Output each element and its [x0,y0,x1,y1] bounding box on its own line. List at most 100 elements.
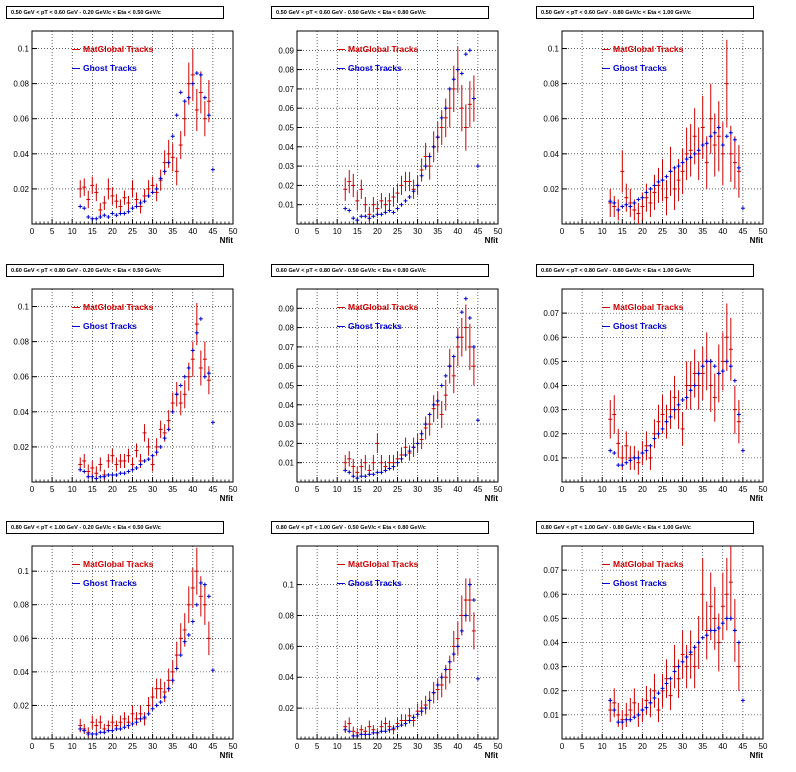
legend-marker-icon [337,583,345,585]
legend-label: Ghost Tracks [83,321,137,331]
matglobal-point [648,445,653,470]
ghost-point [648,443,653,448]
ghost-point [82,728,87,733]
ghost-point [78,204,83,209]
matglobal-point [447,88,452,128]
matglobal-point [451,358,456,394]
ghost-point [660,178,665,183]
y-tick-label: 0.04 [543,382,559,391]
ghost-point [90,731,95,736]
matglobal-point [423,695,428,715]
matglobal-point [150,457,155,472]
x-tick-label: 45 [208,485,217,494]
x-tick-label: 30 [413,227,422,236]
ghost-point [435,135,440,140]
ghost-point [708,359,713,364]
x-tick-label: 35 [698,227,707,236]
ghost-point [178,653,183,658]
ghost-point [138,716,143,721]
legend-label: Ghost Tracks [613,321,667,331]
x-tick-label: 20 [638,227,647,236]
matglobal-point [126,448,131,463]
x-tick-label: 15 [353,485,362,494]
ghost-point [82,206,87,211]
x-tick-label: 50 [229,485,238,494]
matglobal-point [696,361,701,410]
matglobal-point [371,454,376,471]
ghost-point [355,733,360,738]
ghost-point [455,335,460,340]
ghost-point [347,470,352,475]
legend-marker-icon [337,326,345,328]
ghost-point [154,186,159,191]
ghost-point [355,476,360,481]
legend-marker-icon [72,307,80,309]
legend-marker-icon [337,49,345,51]
ghost-point [632,715,637,720]
ghost-point [395,460,400,465]
y-tick-label: 0.09 [278,304,294,313]
chart-panel-1: 0 5 10 15 20 25 30 35 40 45 50 0.02 0.04 0.06 0.08 0.1 N… [0,0,265,257]
y-tick-label: 0.07 [278,343,294,352]
ghost-point [652,695,657,700]
x-tick-label: 15 [618,485,627,494]
y-tick-label: 0.05 [278,382,294,391]
y-tick-label: 0.07 [543,566,559,575]
ghost-point [716,371,721,376]
x-tick-label: 35 [698,742,707,751]
ghost-point [202,95,207,100]
matglobal-point [676,390,681,429]
x-tick-label: 25 [393,742,402,751]
y-tick-label: 0.1 [18,303,30,312]
ghost-point [206,594,211,599]
ghost-point [78,467,83,472]
y-tick-label: 0.04 [13,668,29,677]
x-tick-label: 25 [393,485,402,494]
x-tick-label: 0 [560,485,565,494]
ghost-point [142,458,147,463]
ghost-point [463,52,468,57]
matglobal-point [158,678,163,699]
y-tick-label: 0.08 [543,80,559,89]
ghost-point [728,364,733,369]
x-tick-label: 35 [433,742,442,751]
matglobal-point [700,558,705,631]
matglobal-point [202,101,207,137]
matglobal-point [439,400,444,428]
x-tick-label: 10 [68,742,77,751]
y-tick-label: 0.02 [13,443,29,452]
ghost-point [439,383,444,388]
y-tick-label: 0.02 [543,185,559,194]
ghost-point [704,359,709,364]
ghost-point [608,698,613,703]
x-tick-label: 30 [678,742,687,751]
ghost-series [343,48,480,223]
matglobal-point [174,641,179,669]
ghost-point [620,204,625,209]
ghost-point [419,173,424,178]
chart-title: 0.80 GeV < pT < 1.00 GeV - 0.80 GeV/c < … [536,521,754,534]
ghost-point [367,732,372,737]
matglobal-point [94,718,99,733]
ghost-series [78,316,215,481]
matglobal-point [692,349,697,398]
legend-entry-ghost: Ghost Tracks [72,578,137,588]
ghost-point [363,474,368,479]
ghost-point [154,703,159,708]
matglobal-point [732,385,737,434]
legend-label: MatGlobal Tracks [348,559,419,569]
ghost-point [427,412,432,417]
ghost-point [688,388,693,393]
ghost-point [712,364,717,369]
x-tick-label: 20 [373,227,382,236]
ghost-point [347,729,352,734]
matglobal-point [732,136,737,189]
x-tick-label: 5 [580,742,585,751]
y-tick-label: 0.06 [278,642,294,651]
matglobal-point [146,697,151,714]
ghost-point [427,154,432,159]
legend-entry-ghost: Ghost Tracks [72,63,137,73]
matglobal-point [407,171,412,192]
ghost-point [371,214,376,219]
matglobal-point [82,178,87,196]
